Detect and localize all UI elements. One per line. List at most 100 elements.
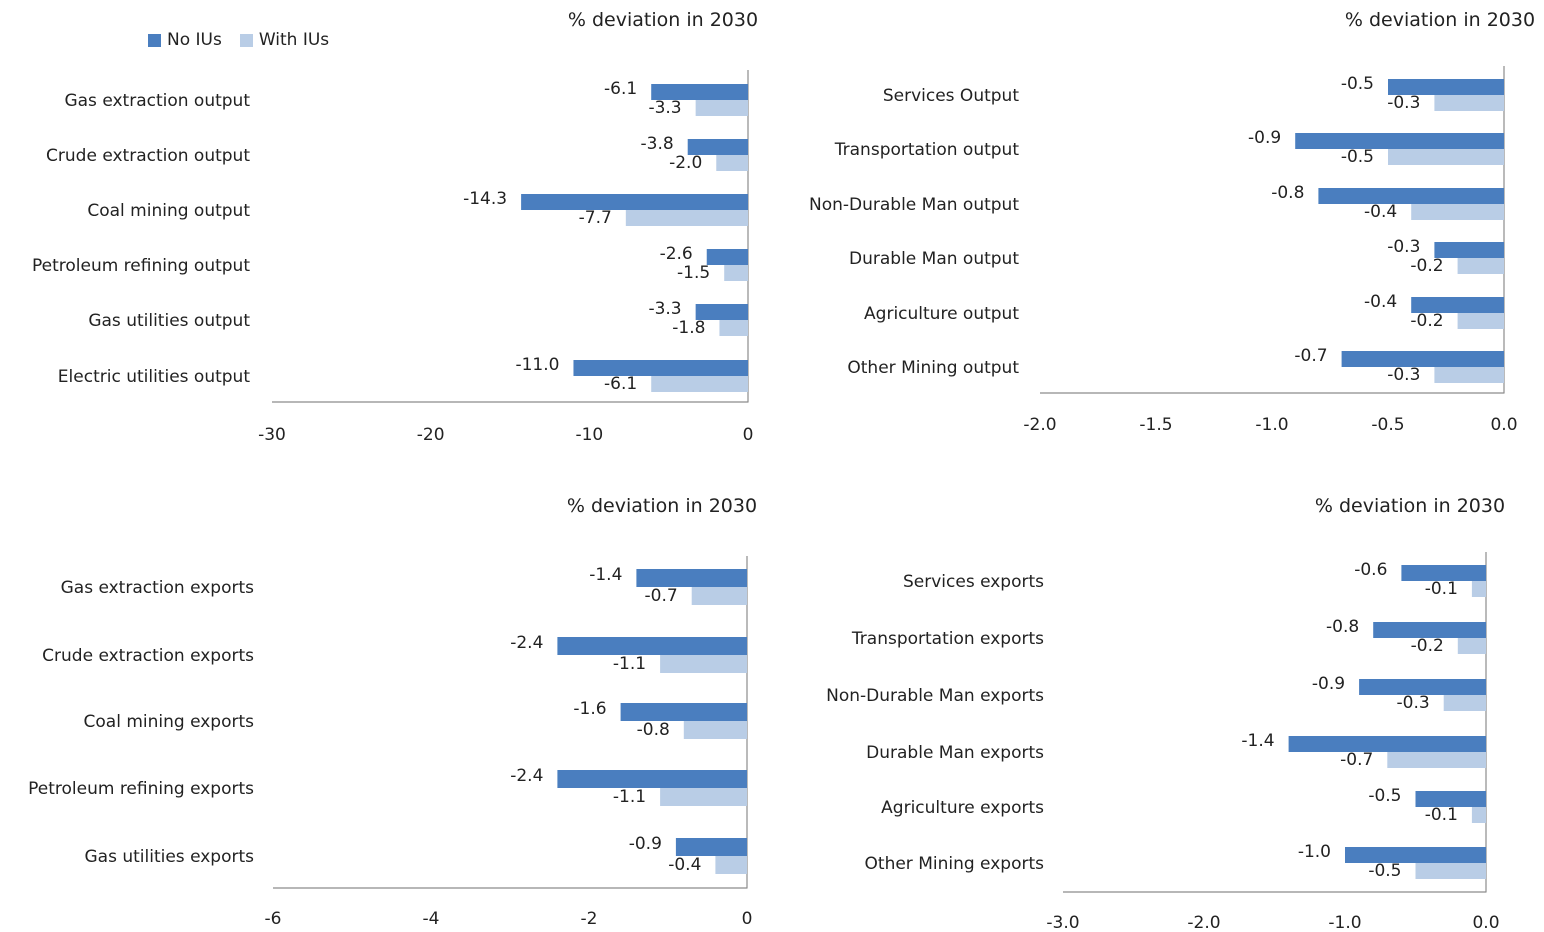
- chart3-value-label-no-ius: -1.4: [589, 565, 622, 585]
- chart2-value-label-with-ius: -0.3: [1387, 365, 1420, 385]
- chart2-tick-label: 0.0: [1490, 415, 1517, 435]
- chart4-bar-no-ius: [1289, 736, 1486, 752]
- chart4-category-label: Durable Man exports: [866, 743, 1044, 763]
- chart3-value-label-no-ius: -2.4: [510, 766, 543, 786]
- chart2-tick-label: -1.5: [1139, 415, 1172, 435]
- chart1-bar-no-ius: [573, 360, 748, 376]
- chart1-value-label-with-ius: -3.3: [648, 98, 681, 118]
- chart4-value-label-with-ius: -0.5: [1368, 861, 1401, 881]
- chart3-value-label-with-ius: -0.8: [637, 720, 670, 740]
- chart3-value-label-no-ius: -1.6: [573, 699, 606, 719]
- chart4-value-label-no-ius: -1.0: [1298, 842, 1331, 862]
- chart4-category-label: Non-Durable Man exports: [826, 686, 1044, 706]
- chart4-tick-label: -3.0: [1046, 913, 1079, 932]
- chart2-tick-label: -1.0: [1255, 415, 1288, 435]
- chart3-category-label: Coal mining exports: [84, 712, 255, 732]
- chart2-value-label-no-ius: -0.7: [1294, 346, 1327, 366]
- chart4-category-label: Transportation exports: [851, 629, 1044, 649]
- chart4-value-label-with-ius: -0.7: [1340, 750, 1373, 770]
- chart2-value-label-no-ius: -0.5: [1341, 74, 1374, 94]
- chart3-bar-with-ius: [660, 788, 747, 806]
- chart2-bar-with-ius: [1434, 95, 1504, 111]
- chart2-title: % deviation in 2030: [1345, 9, 1535, 31]
- chart4-tick-label: 0.0: [1472, 913, 1499, 932]
- chart2-value-label-with-ius: -0.5: [1341, 147, 1374, 167]
- chart1-bar-with-ius: [626, 210, 748, 226]
- chart4-bar-with-ius: [1387, 752, 1486, 768]
- chart1-category-label: Electric utilities output: [58, 367, 251, 387]
- chart2-category-label: Non-Durable Man output: [809, 195, 1019, 215]
- chart1-value-label-no-ius: -6.1: [604, 79, 637, 99]
- chart1-value-label-no-ius: -3.3: [648, 299, 681, 319]
- chart3-value-label-with-ius: -1.1: [613, 787, 646, 807]
- chart1-tick-label: -10: [575, 425, 603, 445]
- chart2-category-label: Other Mining output: [847, 358, 1019, 378]
- chart1-bar-with-ius: [696, 100, 748, 116]
- chart3-bar-no-ius: [676, 838, 747, 856]
- chart2-tick-label: -2.0: [1023, 415, 1056, 435]
- chart4-value-label-no-ius: -0.9: [1312, 674, 1345, 694]
- chart2-category-label: Durable Man output: [849, 249, 1019, 269]
- chart1-value-label-with-ius: -1.8: [672, 318, 705, 338]
- chart2-value-label-with-ius: -0.4: [1364, 202, 1397, 222]
- chart3-value-label-no-ius: -2.4: [510, 633, 543, 653]
- chart2-bar-no-ius: [1295, 133, 1504, 149]
- chart2-category-label: Agriculture output: [864, 304, 1019, 324]
- chart4-bar-with-ius: [1444, 695, 1486, 711]
- chart4-value-label-no-ius: -0.6: [1354, 560, 1387, 580]
- chart3-value-label-with-ius: -0.7: [645, 586, 678, 606]
- chart2-bar-no-ius: [1342, 351, 1504, 367]
- chart3-value-label-no-ius: -0.9: [629, 834, 662, 854]
- chart1-value-label-with-ius: -1.5: [677, 263, 710, 283]
- chart4-bar-with-ius: [1458, 638, 1486, 654]
- chart4-bar-with-ius: [1472, 807, 1486, 823]
- chart3-bar-with-ius: [684, 721, 747, 739]
- chart2-value-label-with-ius: -0.2: [1410, 311, 1443, 331]
- chart1-value-label-with-ius: -6.1: [604, 374, 637, 394]
- chart4-value-label-with-ius: -0.3: [1397, 693, 1430, 713]
- chart1-bar-with-ius: [719, 320, 748, 336]
- chart3-category-label: Crude extraction exports: [42, 646, 254, 666]
- chart3-bar-no-ius: [557, 770, 747, 788]
- chart3-title: % deviation in 2030: [567, 495, 757, 517]
- chart4-value-label-with-ius: -0.1: [1425, 805, 1458, 825]
- chart3-tick-label: -4: [423, 909, 440, 929]
- chart1-value-label-with-ius: -2.0: [669, 153, 702, 173]
- chart4-bar-with-ius: [1472, 581, 1486, 597]
- chart4-tick-label: -1.0: [1328, 913, 1361, 932]
- chart1-tick-label: 0: [743, 425, 754, 445]
- chart4-category-label: Agriculture exports: [881, 798, 1044, 818]
- chart2-value-label-no-ius: -0.8: [1271, 183, 1304, 203]
- chart2-bar-with-ius: [1458, 313, 1504, 329]
- chart2-value-label-with-ius: -0.2: [1410, 256, 1443, 276]
- chart4-value-label-no-ius: -0.5: [1368, 786, 1401, 806]
- chart2-value-label-no-ius: -0.3: [1387, 237, 1420, 257]
- chart2-tick-label: -0.5: [1371, 415, 1404, 435]
- chart2-bar-no-ius: [1434, 242, 1504, 258]
- chart3-bar-no-ius: [636, 569, 747, 587]
- chart1-bar-no-ius: [521, 194, 748, 210]
- chart1-tick-label: -20: [417, 425, 445, 445]
- chart4-tick-label: -2.0: [1187, 913, 1220, 932]
- chart2-category-label: Transportation output: [834, 140, 1020, 160]
- chart2-bar-with-ius: [1411, 204, 1504, 220]
- chart3-bar-with-ius: [692, 587, 747, 605]
- chart3-bar-with-ius: [715, 856, 747, 874]
- chart3-value-label-with-ius: -1.1: [613, 654, 646, 674]
- chart2-bar-with-ius: [1434, 367, 1504, 383]
- chart3-value-label-with-ius: -0.4: [668, 855, 701, 875]
- chart1-category-label: Gas extraction output: [64, 91, 250, 111]
- chart1-value-label-with-ius: -7.7: [579, 208, 612, 228]
- chart1-tick-label: -30: [258, 425, 286, 445]
- chart4-category-label: Services exports: [903, 572, 1044, 592]
- chart1-bar-with-ius: [716, 155, 748, 171]
- chart2-value-label-no-ius: -0.4: [1364, 292, 1397, 312]
- chart3-tick-label: -6: [265, 909, 282, 929]
- chart3-bar-with-ius: [660, 655, 747, 673]
- chart1-bar-with-ius: [724, 265, 748, 281]
- chart1-value-label-no-ius: -3.8: [641, 134, 674, 154]
- chart3-bar-no-ius: [557, 637, 747, 655]
- chart1-bar-with-ius: [651, 376, 748, 392]
- chart2-bar-no-ius: [1318, 188, 1504, 204]
